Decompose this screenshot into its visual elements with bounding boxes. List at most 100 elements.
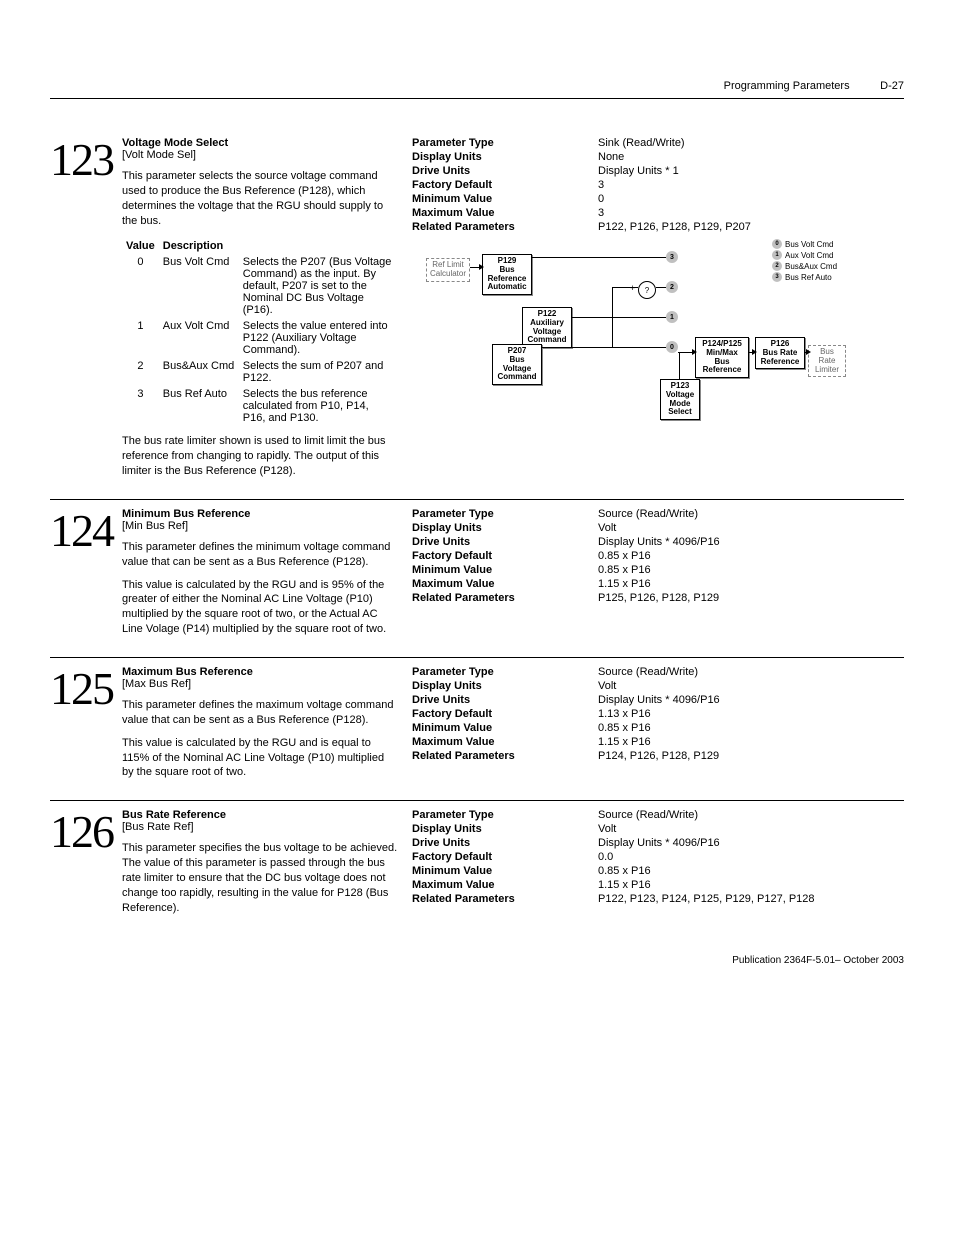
param-block-126: 126 Bus Rate Reference [Bus Rate Ref] Th… [50, 800, 904, 915]
meta-label: Minimum Value [412, 722, 592, 734]
diagram-box-p124p125: P124/P125 Min/Max Bus Reference [695, 337, 749, 378]
table-row: 2 Bus&Aux Cmd Selects the sum of P207 an… [122, 358, 398, 386]
meta-label: Parameter Type [412, 137, 592, 149]
meta-value: P125, P126, P128, P129 [598, 592, 904, 604]
diagram-box-p122: P122 Auxiliary Voltage Command [522, 307, 572, 348]
meta-label: Related Parameters [412, 750, 592, 762]
meta-value: 0.85 x P16 [598, 564, 904, 576]
table-row: 3 Bus Ref Auto Selects the bus reference… [122, 386, 398, 426]
meta-value: P122, P126, P128, P129, P207 [598, 221, 904, 233]
diagram-line [612, 287, 638, 288]
param-number: 123 [50, 137, 122, 183]
meta-value: 0.85 x P16 [598, 865, 904, 877]
meta-label: Display Units [412, 823, 592, 835]
diagram-line [532, 257, 666, 258]
meta-value: P124, P126, P128, P129 [598, 750, 904, 762]
meta-value: 0.0 [598, 851, 904, 863]
meta-value: 3 [598, 207, 904, 219]
meta-label: Maximum Value [412, 736, 592, 748]
param-number: 124 [50, 508, 122, 554]
meta-value: 1.15 x P16 [598, 578, 904, 590]
diagram-line [805, 352, 807, 353]
meta-value: P122, P123, P124, P125, P129, P127, P128 [598, 893, 904, 905]
diagram-line [656, 287, 666, 288]
diagram-sel-0: 0 [666, 341, 678, 353]
param-paragraph: This parameter defines the maximum volta… [122, 698, 398, 728]
meta-value: Volt [598, 522, 904, 534]
param-title: Minimum Bus Reference [122, 508, 398, 520]
meta-label: Related Parameters [412, 893, 592, 905]
param-block-123: 123 Voltage Mode Select [Volt Mode Sel] … [50, 129, 904, 479]
param-paragraph: This parameter defines the minimum volta… [122, 540, 398, 570]
meta-label: Maximum Value [412, 879, 592, 891]
meta-value: 1.13 x P16 [598, 708, 904, 720]
meta-label: Display Units [412, 522, 592, 534]
meta-label: Factory Default [412, 550, 592, 562]
diagram-refcalc: Ref Limit Calculator [426, 258, 470, 282]
meta-value: Display Units * 4096/P16 [598, 694, 904, 706]
diagram-sel-3: 3 [666, 251, 678, 263]
diagram-line [612, 287, 613, 347]
param-subtitle: [Volt Mode Sel] [122, 149, 398, 161]
meta-label: Maximum Value [412, 578, 592, 590]
meta-label: Display Units [412, 680, 592, 692]
meta-value: None [598, 151, 904, 163]
meta-label: Minimum Value [412, 564, 592, 576]
meta-value: Sink (Read/Write) [598, 137, 904, 149]
param-subtitle: [Max Bus Ref] [122, 678, 398, 690]
diagram-buslimiter: Bus Rate Limiter [808, 345, 846, 377]
param-block-125: 125 Maximum Bus Reference [Max Bus Ref] … [50, 657, 904, 780]
meta-label: Parameter Type [412, 508, 592, 520]
meta-label: Drive Units [412, 165, 592, 177]
diagram-line [470, 267, 480, 268]
table-row: 1 Aux Volt Cmd Selects the value entered… [122, 318, 398, 358]
meta-label: Factory Default [412, 708, 592, 720]
meta-label: Parameter Type [412, 809, 592, 821]
meta-label: Drive Units [412, 837, 592, 849]
voltage-mode-diagram: Ref Limit Calculator Bus Rate Limiter P1… [412, 239, 842, 429]
meta-label: Parameter Type [412, 666, 592, 678]
diagram-line [542, 347, 666, 348]
diagram-sel-1: 1 [666, 311, 678, 323]
meta-value: 1.15 x P16 [598, 736, 904, 748]
param-title: Maximum Bus Reference [122, 666, 398, 678]
diagram-sum-circle: ? [638, 281, 656, 299]
diagram-line [679, 353, 680, 379]
param-paragraph: This value is calculated by the RGU and … [122, 736, 398, 781]
param-number: 126 [50, 809, 122, 855]
value-description-table: Value Description 0 Bus Volt Cmd Selects… [122, 238, 398, 426]
meta-value: 3 [598, 179, 904, 191]
col-desc: Description [159, 238, 398, 254]
meta-label: Related Parameters [412, 221, 592, 233]
param-title: Voltage Mode Select [122, 137, 398, 149]
param-title: Bus Rate Reference [122, 809, 398, 821]
header-pagenum: D-27 [880, 80, 904, 92]
param-subtitle: [Min Bus Ref] [122, 520, 398, 532]
meta-label: Drive Units [412, 694, 592, 706]
param-paragraph: This value is calculated by the RGU and … [122, 578, 398, 637]
header-title: Programming Parameters [724, 80, 850, 92]
param-paragraph: This parameter specifies the bus voltage… [122, 841, 398, 915]
param-block-124: 124 Minimum Bus Reference [Min Bus Ref] … [50, 499, 904, 637]
diagram-line [749, 352, 753, 353]
diagram-box-p126: P126 Bus Rate Reference [755, 337, 805, 369]
meta-label: Factory Default [412, 851, 592, 863]
meta-label: Display Units [412, 151, 592, 163]
meta-label: Minimum Value [412, 865, 592, 877]
meta-label: Factory Default [412, 179, 592, 191]
meta-value: Volt [598, 680, 904, 692]
diagram-box-p207: P207 Bus Voltage Command [492, 344, 542, 385]
meta-value: Display Units * 1 [598, 165, 904, 177]
diagram-box-p123: P123 Voltage Mode Select [660, 379, 700, 420]
meta-value: 0 [598, 193, 904, 205]
meta-value: 0.85 x P16 [598, 722, 904, 734]
param-number: 125 [50, 666, 122, 712]
page-footer: Publication 2364F-5.01– October 2003 [50, 955, 904, 966]
meta-value: Source (Read/Write) [598, 666, 904, 678]
col-value: Value [122, 238, 159, 254]
meta-value: Source (Read/Write) [598, 809, 904, 821]
diagram-line [572, 317, 666, 318]
meta-label: Maximum Value [412, 207, 592, 219]
page-header: Programming Parameters D-27 [50, 80, 904, 99]
meta-value: Volt [598, 823, 904, 835]
